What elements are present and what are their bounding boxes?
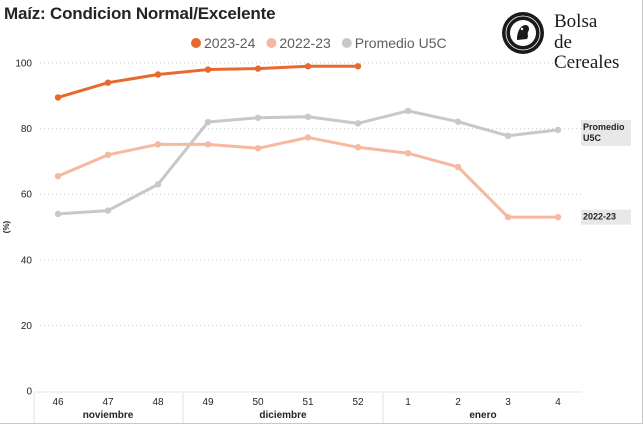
x-tick-label: 46	[52, 397, 64, 408]
data-point	[554, 213, 562, 221]
data-point	[454, 118, 462, 125]
y-tick-label: 20	[21, 321, 33, 332]
data-point	[254, 65, 262, 72]
data-point	[204, 66, 212, 73]
series-end-label: Promedio	[583, 122, 625, 132]
data-point	[554, 126, 562, 134]
x-tick-label: 52	[352, 397, 364, 408]
end-label-box	[581, 119, 631, 146]
data-point	[504, 213, 512, 221]
data-point	[154, 141, 162, 148]
x-tick-label: 51	[302, 397, 314, 408]
legend-marker	[341, 38, 352, 48]
data-point	[54, 210, 62, 218]
y-tick-label: 80	[21, 124, 33, 135]
data-point	[304, 63, 312, 70]
data-point	[404, 150, 412, 157]
data-point	[504, 132, 512, 140]
data-point	[404, 107, 412, 115]
y-tick-label: 40	[21, 255, 33, 266]
x-tick-label: 49	[202, 397, 214, 408]
x-tick-label: 2	[455, 397, 461, 408]
series-line	[56, 135, 560, 219]
data-point	[54, 172, 62, 180]
legend-marker	[266, 38, 277, 48]
data-point	[204, 118, 212, 126]
data-point	[354, 63, 362, 70]
y-tick-label: 0	[26, 387, 32, 398]
data-point	[454, 163, 462, 171]
bolsa-de-cereales-logo: Bolsa de Cereales	[500, 11, 640, 73]
y-axis-label: (%)	[2, 220, 11, 233]
data-point	[154, 181, 162, 188]
data-point	[54, 94, 62, 101]
series-end-label: U5C	[583, 133, 602, 143]
x-tick-label: 48	[152, 397, 164, 408]
data-point	[204, 141, 212, 148]
legend-label: Promedio U5C	[355, 35, 447, 51]
data-point	[104, 207, 112, 214]
data-point	[354, 144, 362, 151]
x-tick-label: 47	[102, 397, 114, 408]
logo-line-2: de Cereales	[554, 32, 620, 73]
chart-title: Maíz: Condicion Normal/Excelente	[4, 4, 276, 23]
month-label: noviembre	[83, 410, 134, 421]
x-tick-label: 4	[555, 397, 561, 408]
y-tick-label: 60	[21, 190, 33, 201]
data-point	[254, 145, 262, 152]
legend-label: 2023-24	[204, 35, 256, 51]
data-point	[354, 120, 362, 127]
logo-line-1: Bolsa	[554, 11, 598, 32]
legend-label: 2022-23	[279, 35, 331, 51]
end-label-box	[581, 209, 631, 225]
data-point	[304, 113, 312, 120]
x-tick-label: 50	[252, 397, 264, 408]
month-label: enero	[469, 410, 496, 421]
legend-marker	[191, 38, 201, 48]
x-tick-label: 3	[505, 397, 511, 408]
data-point	[104, 151, 112, 159]
data-point	[154, 71, 162, 78]
series-end-label: 2022-23	[583, 212, 616, 222]
data-point	[104, 79, 112, 86]
data-point	[254, 114, 262, 121]
seal-icon	[502, 12, 544, 54]
series-line	[56, 109, 560, 216]
y-tick-label: 100	[15, 59, 32, 70]
x-tick-label: 1	[405, 397, 411, 408]
month-label: diciembre	[259, 410, 307, 421]
data-point	[304, 134, 312, 141]
